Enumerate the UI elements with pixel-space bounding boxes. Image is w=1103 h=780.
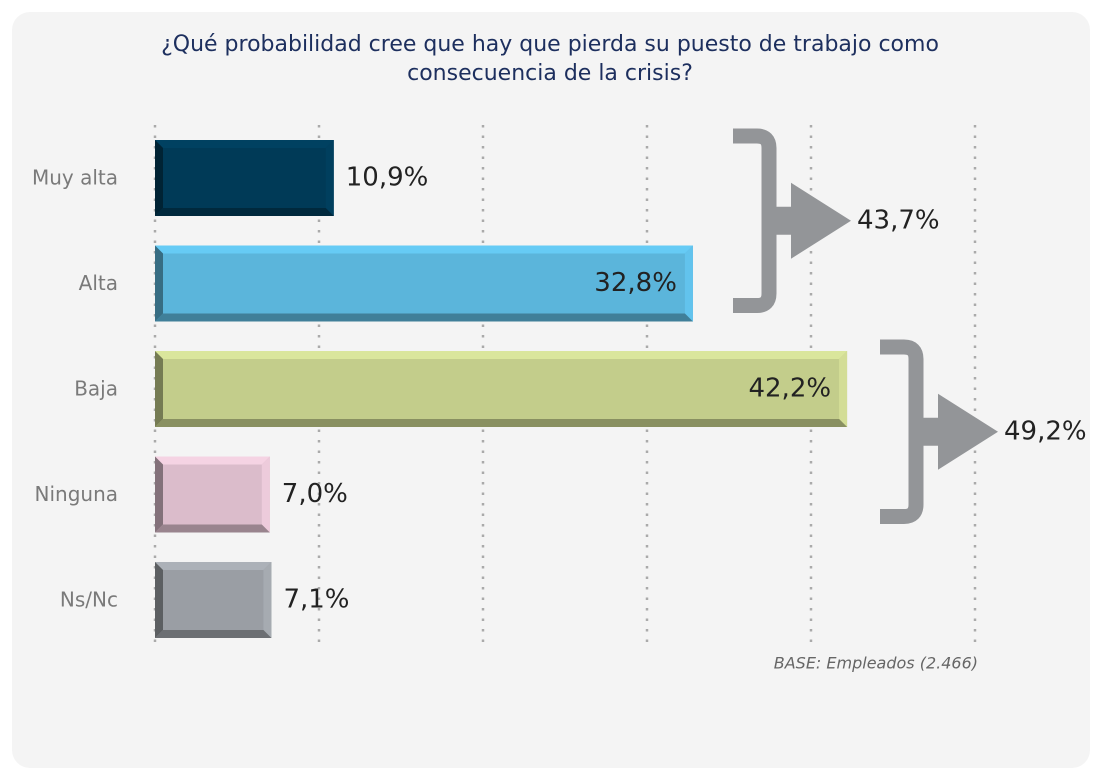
bar-bevel [155, 630, 272, 638]
group-label: 49,2% [1004, 416, 1087, 446]
bar-bevel [839, 351, 848, 427]
value-label: 10,9% [346, 163, 429, 193]
bar-bevel [155, 245, 693, 254]
bar [155, 456, 270, 533]
bracket-arrow [916, 393, 998, 470]
bar [155, 245, 693, 322]
value-label: 32,8% [594, 268, 677, 298]
bar [155, 351, 848, 427]
category-label: Alta [79, 271, 118, 295]
bar-bevel [155, 351, 848, 359]
bar-bevel [155, 208, 334, 216]
bar-bevel [155, 351, 163, 427]
footnote: BASE: Empleados (2.466) [774, 654, 978, 673]
bar-bevel [155, 419, 848, 427]
category-label: Ns/Nc [60, 588, 118, 612]
bar-bevel [263, 562, 272, 638]
group-label: 43,7% [857, 205, 940, 235]
value-label: 7,1% [283, 585, 349, 615]
bar-bevel [155, 456, 270, 465]
chart-title: ¿Qué probabilidad cree que hay que pierd… [161, 32, 939, 86]
category-label: Muy alta [32, 166, 118, 190]
bar-bevel [155, 562, 163, 638]
bar-bevel [325, 140, 334, 216]
bar-bevel [155, 245, 163, 322]
bar-bevel [155, 140, 334, 148]
bar-bevel [155, 313, 693, 322]
category-label: Baja [74, 377, 118, 401]
bar [155, 562, 272, 638]
bracket-arrow [769, 182, 851, 259]
bar [155, 140, 334, 216]
bracket [733, 128, 777, 313]
category-label: Ninguna [35, 482, 119, 506]
bar-bevel [155, 524, 270, 533]
value-label: 7,0% [282, 479, 348, 509]
value-label: 42,2% [748, 374, 831, 404]
bar-bevel [155, 140, 163, 216]
bar-bevel [155, 456, 163, 533]
bar-bevel [684, 245, 693, 322]
bracket [880, 339, 924, 524]
bar-bevel [261, 456, 270, 533]
bar-bevel [155, 562, 272, 570]
